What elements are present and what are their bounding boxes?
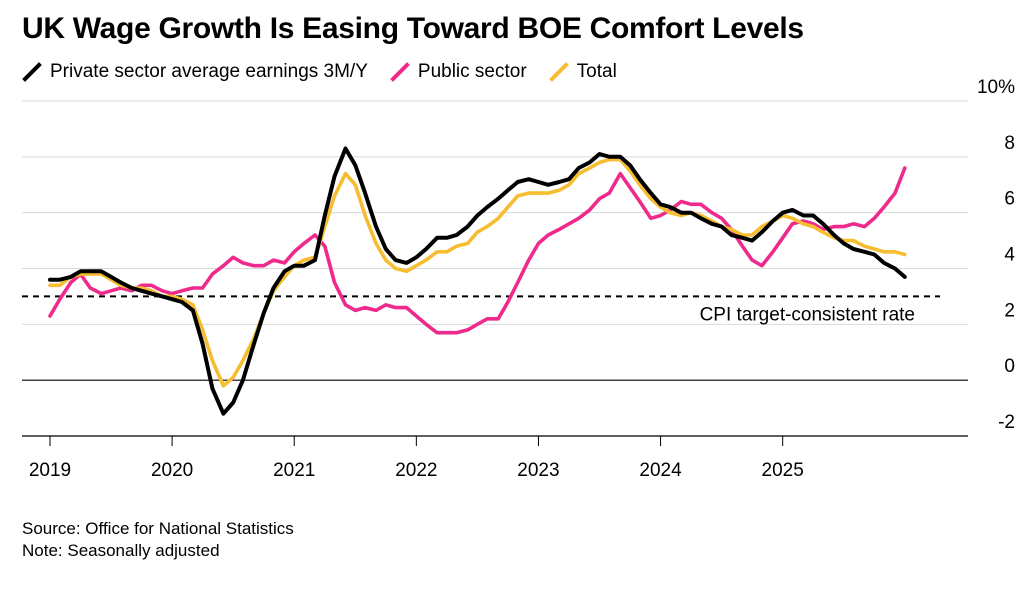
legend-label-public: Public sector (417, 61, 527, 82)
legend-swatch-private (22, 62, 42, 82)
x-tick-label: 2022 (395, 460, 437, 481)
legend-item-public: Public sector (390, 61, 527, 83)
source-note: Source: Office for National Statistics (22, 519, 294, 538)
x-tick-label: 2019 (29, 460, 71, 481)
legend-item-private: Private sector average earnings 3M/Y (22, 61, 368, 83)
series-line-private (48, 146, 907, 416)
legend-label-total: Total (576, 61, 617, 82)
x-tick-label: 2021 (273, 460, 315, 481)
y-tick-label: 10% (977, 77, 1015, 98)
series-line-public (48, 166, 907, 335)
legend: Private sector average earnings 3M/Y Pub… (22, 60, 639, 84)
x-tick-label: 2024 (639, 460, 682, 481)
y-tick-label: 0 (1004, 356, 1015, 377)
footnote: Note: Seasonally adjusted (22, 541, 220, 560)
cpi-target-label: CPI target-consistent rate (700, 304, 915, 325)
y-tick-label: 4 (1004, 245, 1015, 266)
legend-swatch-total (548, 62, 569, 82)
chart-notes: Source: Office for National Statistics N… (22, 518, 294, 562)
y-tick-label: -2 (998, 412, 1015, 433)
series-line-total (48, 157, 907, 388)
x-tick-label: 2023 (517, 460, 559, 481)
x-tick-label: 2025 (762, 460, 804, 481)
y-tick-label: 2 (1004, 300, 1015, 321)
legend-label-private: Private sector average earnings 3M/Y (50, 61, 368, 82)
legend-item-total: Total (548, 61, 617, 83)
legend-swatch-public (390, 62, 410, 82)
y-tick-label: 6 (1004, 189, 1015, 210)
x-tick-label: 2020 (151, 460, 193, 481)
y-tick-label: 8 (1004, 133, 1015, 154)
chart-title: UK Wage Growth Is Easing Toward BOE Comf… (22, 12, 804, 45)
